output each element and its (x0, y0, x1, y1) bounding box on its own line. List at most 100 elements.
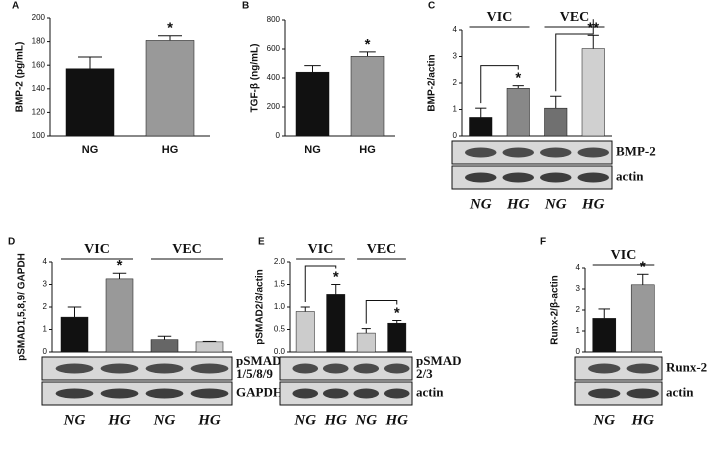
y-tick-label: 3 (43, 280, 48, 289)
panel-letter: A (12, 1, 19, 12)
bracket (480, 65, 519, 104)
blot-label: actin (666, 384, 694, 399)
group-label: VIC (611, 248, 637, 263)
group-label: VEC (367, 242, 397, 257)
blot-band (502, 172, 534, 183)
x-tick-label: HG (385, 412, 409, 428)
panel-letter: B (242, 1, 249, 12)
bar (65, 68, 115, 137)
x-tick-label: HG (359, 144, 376, 156)
blot-band (190, 388, 229, 399)
blot-band (465, 172, 497, 183)
bar (105, 278, 134, 353)
blot-band (145, 363, 184, 374)
blot-band (383, 388, 410, 399)
bar (295, 311, 315, 353)
y-tick-label: 0 (276, 131, 281, 140)
blot-label: pSMAD (416, 353, 462, 368)
panel-letter: F (540, 237, 546, 248)
bar (581, 48, 605, 137)
y-tick-label: 800 (267, 15, 281, 24)
bar (350, 56, 385, 137)
panel-letter: C (428, 1, 435, 12)
y-tick-label: 140 (32, 84, 46, 93)
y-tick-label: 120 (32, 108, 46, 117)
bar (295, 71, 330, 137)
blot-label: GAPDH (236, 384, 283, 399)
blot-band (292, 388, 319, 399)
bar (544, 107, 568, 137)
group-label: VEC (560, 10, 590, 25)
y-tick-label: 2.0 (274, 257, 286, 266)
significance: * (515, 70, 521, 87)
x-tick-label: HG (581, 196, 605, 212)
y-tick-label: 4 (576, 263, 581, 272)
y-tick-label: 4 (453, 25, 458, 34)
y-tick-label: 0 (43, 347, 48, 356)
x-tick-label: NG (153, 412, 176, 428)
blot-label: pSMAD (236, 353, 282, 368)
bar (387, 322, 407, 353)
blot-label: actin (616, 168, 644, 183)
blot-band (353, 363, 380, 374)
y-tick-label: 1 (43, 325, 48, 334)
y-tick-label: 600 (267, 44, 281, 53)
bracket (555, 19, 594, 92)
y-tick-label: 1 (576, 326, 581, 335)
y-tick-label: 2 (576, 305, 581, 314)
x-tick-label: NG (82, 144, 99, 156)
blot-band (292, 363, 319, 374)
blot-label: BMP-2 (616, 143, 656, 158)
blot-band (588, 363, 621, 374)
blot-band (577, 147, 609, 158)
bar (506, 88, 530, 137)
blot-band (322, 388, 349, 399)
y-tick-label: 400 (267, 73, 281, 82)
panel-letter: E (258, 237, 265, 248)
significance: * (365, 36, 371, 53)
group-label: VIC (84, 242, 110, 257)
y-tick-label: 1.5 (274, 280, 286, 289)
y-tick-label: 3 (453, 52, 458, 61)
blot-band (100, 388, 139, 399)
x-tick-label: NG (293, 412, 316, 428)
y-tick-label: 2 (453, 78, 458, 87)
y-tick-label: 0 (453, 131, 458, 140)
y-tick-label: 3 (576, 284, 581, 293)
blot-band (190, 363, 229, 374)
bar (326, 294, 346, 353)
bar (630, 284, 655, 353)
blot-band (55, 388, 94, 399)
bracket (365, 300, 398, 324)
bar (592, 318, 617, 353)
blot-band (577, 172, 609, 183)
blot-band (626, 388, 659, 399)
blot-band (100, 363, 139, 374)
x-tick-label: HG (506, 196, 530, 212)
y-tick-label: 180 (32, 37, 46, 46)
y-tick-label: 0 (576, 347, 581, 356)
y-tick-label: 0.5 (274, 325, 286, 334)
blot-band (145, 388, 184, 399)
x-tick-label: NG (354, 412, 377, 428)
y-tick-label: 1.0 (274, 302, 286, 311)
bar (60, 316, 89, 353)
bar (469, 117, 493, 137)
y-tick-label: 200 (32, 13, 46, 22)
blot-band (626, 363, 659, 374)
significance: * (117, 257, 123, 274)
bar (195, 341, 224, 353)
group-label: VIC (487, 10, 513, 25)
bracket (304, 265, 337, 302)
significance: * (640, 258, 646, 275)
blot-label: Runx-2 (666, 359, 707, 374)
x-tick-label: NG (469, 196, 492, 212)
blot-band (540, 172, 572, 183)
y-axis-label: Runx-2/β-actin (550, 275, 561, 344)
blot-band (465, 147, 497, 158)
group-label: VIC (308, 242, 334, 257)
x-tick-label: NG (63, 412, 86, 428)
blot-band (502, 147, 534, 158)
x-tick-label: HG (107, 412, 131, 428)
